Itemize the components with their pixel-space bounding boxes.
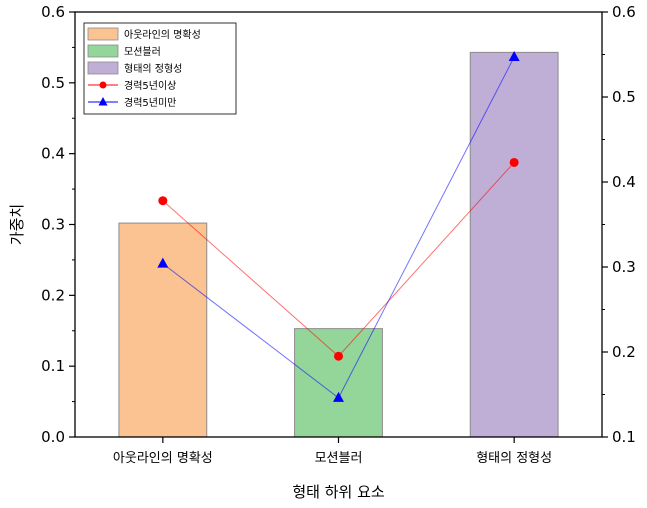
lines-layer <box>157 51 520 402</box>
y-tick-label: 0.4 <box>41 145 65 163</box>
y-tick-label: 0.6 <box>41 3 65 21</box>
series-2-point-2 <box>333 391 344 402</box>
y-tick-label: 0.3 <box>41 216 65 234</box>
y2-tick-label: 0.1 <box>612 428 636 446</box>
x-axis-title: 형태 하위 요소 <box>292 483 385 501</box>
bar-2 <box>294 328 383 438</box>
x-tick-label: 형태의 정형성 <box>476 451 552 466</box>
legend-label: 경력5년이상 <box>124 79 176 92</box>
y2-tick-label: 0.4 <box>612 173 636 191</box>
y2-tick-label: 0.5 <box>612 88 636 106</box>
series-line-1 <box>162 162 515 357</box>
legend-swatch-1 <box>87 27 119 41</box>
bar-3 <box>469 51 559 438</box>
legend-swatch-3 <box>87 61 119 75</box>
legend-label: 형태의 정형성 <box>124 63 182 75</box>
y-tick-label: 0.5 <box>41 74 65 92</box>
y-axis-title: 가중치 <box>8 204 26 245</box>
legend-label: 모션블러 <box>124 46 161 58</box>
legend-swatch-2 <box>87 44 119 58</box>
series-2-point-1 <box>157 257 169 268</box>
y-tick-label: 0.0 <box>41 428 65 446</box>
legend-label: 아웃라인의 명확성 <box>124 29 201 41</box>
series-1-point-2 <box>334 351 343 361</box>
y2-tick-label: 0.2 <box>612 343 636 361</box>
legend-label: 경력5년미만 <box>124 96 176 109</box>
y-tick-label: 0.1 <box>41 357 65 375</box>
axes-layer: 0.0 0.1 0.2 0.3 0.4 0.5 0.6 0.1 0.2 0.3 0.4 0.5 0.6 아… <box>41 3 636 466</box>
legend-marker-1 <box>99 81 107 89</box>
series-2-point-3 <box>508 51 520 62</box>
y-tick-label: 0.2 <box>41 286 65 304</box>
legend-marker-2 <box>98 97 108 106</box>
y2-tick-label: 0.6 <box>612 3 636 21</box>
bar-1 <box>118 222 208 438</box>
y2-tick-label: 0.3 <box>612 258 636 276</box>
series-1-point-1 <box>158 196 168 206</box>
x-tick-label: 아웃라인의 명확성 <box>113 451 213 466</box>
x-tick-label: 모션블러 <box>315 451 363 466</box>
series-1-point-3 <box>509 157 519 167</box>
